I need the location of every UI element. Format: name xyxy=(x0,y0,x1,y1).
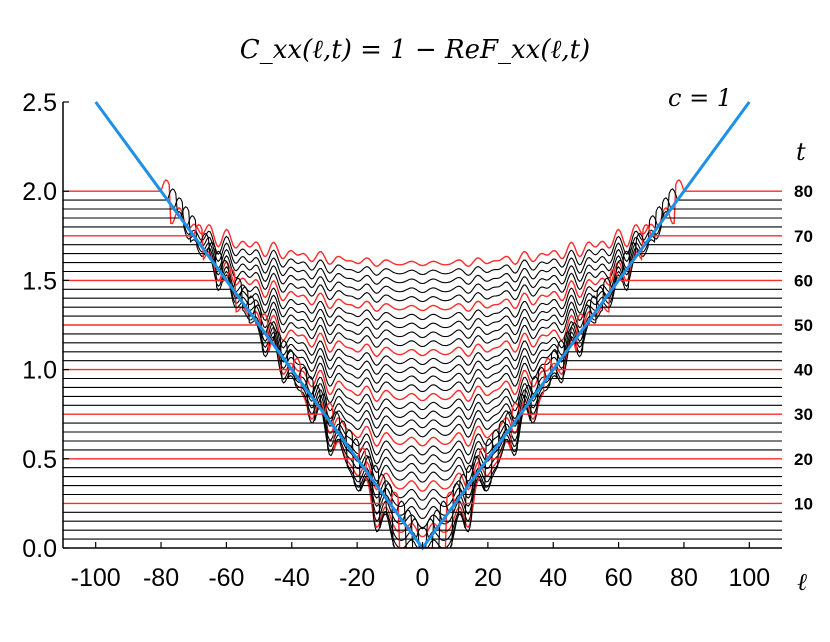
curve-t-64 xyxy=(63,250,782,339)
curve-t-40 xyxy=(63,357,782,447)
curve-t-34 xyxy=(63,384,782,474)
ticks-group: -100 -80 -60 -40 -20 0 20 40 60 80 100 0.0 0.5 1.0 1.5… xyxy=(22,89,770,592)
x-tick-label: -60 xyxy=(208,564,244,592)
curves-group xyxy=(63,179,782,549)
t-label: 80 xyxy=(794,182,813,201)
x-tick-label: 80 xyxy=(670,564,698,592)
x-tick-label: 40 xyxy=(539,564,567,592)
t-axis-label: t xyxy=(796,138,806,166)
y-tick-label: 1.0 xyxy=(22,357,57,385)
t-label: 60 xyxy=(794,271,813,290)
x-tick-label: -20 xyxy=(339,564,375,592)
t-label: 70 xyxy=(794,227,813,246)
curve-t-60 xyxy=(63,268,782,358)
t-label: 30 xyxy=(794,405,813,424)
x-axis-label: ℓ xyxy=(797,568,807,596)
y-tick-label: 0.5 xyxy=(22,446,57,474)
curve-t-36 xyxy=(63,375,782,465)
curve-t-32 xyxy=(63,393,782,483)
curve-t-20 xyxy=(63,446,782,538)
curve-t-26 xyxy=(63,420,782,510)
curve-t-72 xyxy=(63,214,782,303)
curve-t-58 xyxy=(63,277,782,366)
x-tick-label: 100 xyxy=(728,564,770,592)
curve-t-56 xyxy=(63,286,782,375)
curve-t-24 xyxy=(63,428,782,519)
y-tick-label: 2.5 xyxy=(22,89,57,117)
curve-t-42 xyxy=(63,348,782,438)
curve-t-46 xyxy=(63,330,782,420)
x-tick-label: -100 xyxy=(71,564,121,592)
x-tick-label: -40 xyxy=(274,564,310,592)
curve-t-62 xyxy=(63,259,782,348)
curve-t-12 xyxy=(63,482,782,549)
curve-t-18 xyxy=(63,455,782,547)
curve-t-44 xyxy=(63,339,782,429)
curve-t-8 xyxy=(63,500,782,549)
y-tick-label: 1.5 xyxy=(22,267,57,295)
curve-t-22 xyxy=(63,437,782,529)
curve-t-48 xyxy=(63,321,782,411)
curve-t-16 xyxy=(63,464,782,549)
curve-t-68 xyxy=(63,232,782,321)
curve-t-50 xyxy=(63,312,782,403)
t-label: 50 xyxy=(794,316,813,335)
y-tick-label: 0.0 xyxy=(22,535,57,563)
x-tick-label: -80 xyxy=(143,564,179,592)
x-tick-label: 20 xyxy=(474,564,502,592)
curve-t-2 xyxy=(63,527,782,540)
curve-t-52 xyxy=(63,304,782,393)
t-labels-group: 10 20 30 40 50 60 70 80 xyxy=(794,182,813,513)
t-label: 40 xyxy=(794,361,813,380)
chart-title: C_xx(ℓ,t) = 1 − ReF_xx(ℓ,t) xyxy=(240,35,590,65)
y-tick-label: 2.0 xyxy=(22,178,57,206)
curve-t-38 xyxy=(63,366,782,456)
t-label: 20 xyxy=(794,450,813,469)
curve-t-30 xyxy=(63,402,782,492)
curve-t-66 xyxy=(63,241,782,330)
curve-t-74 xyxy=(63,205,782,294)
curve-t-70 xyxy=(63,223,782,313)
t-label: 10 xyxy=(794,494,813,513)
x-tick-label: 0 xyxy=(416,564,430,592)
curve-t-28 xyxy=(63,411,782,501)
curve-t-54 xyxy=(63,295,782,384)
x-tick-label: 60 xyxy=(605,564,633,592)
annotation-c: c = 1 xyxy=(668,84,732,112)
